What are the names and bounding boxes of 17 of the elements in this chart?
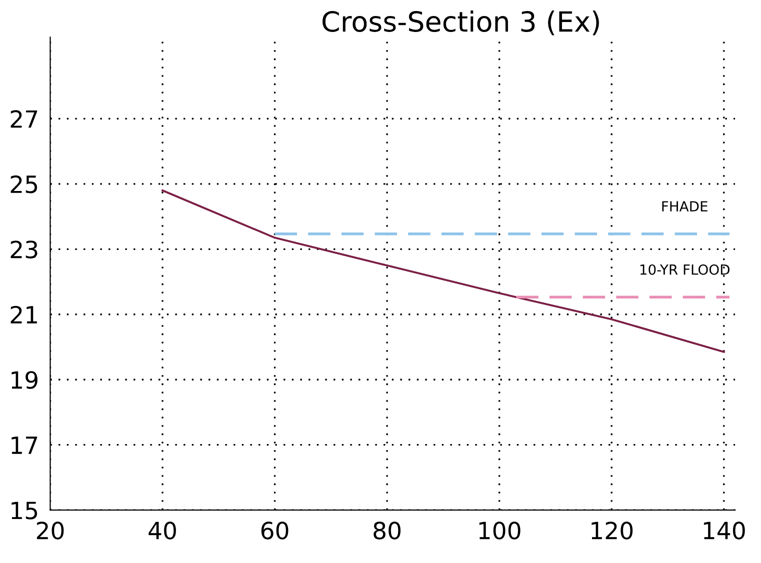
x-tick-label: 80: [374, 522, 401, 540]
y-tick-label: 15: [12, 502, 38, 520]
x-tick-label: 60: [261, 522, 288, 540]
x-tick-label: 20: [36, 522, 64, 540]
y-tick-label: 23: [10, 240, 38, 258]
y-tick-label: 25: [10, 175, 38, 194]
chart-title: Cross-Section 3 (Ex): [322, 10, 599, 36]
y-tick-label: 19: [12, 371, 38, 389]
x-tick-label: 120: [592, 522, 633, 540]
series-label: FHADE: [662, 201, 708, 212]
x-tick-label: 40: [148, 522, 176, 540]
y-tick-label: 27: [10, 110, 38, 128]
x-tick-label: 100: [479, 522, 520, 540]
series-label: 10-YR FLOOD: [640, 264, 730, 275]
y-tick-label: 21: [10, 306, 37, 324]
y-tick-label: 17: [12, 436, 38, 454]
x-tick-label: 140: [704, 522, 745, 540]
